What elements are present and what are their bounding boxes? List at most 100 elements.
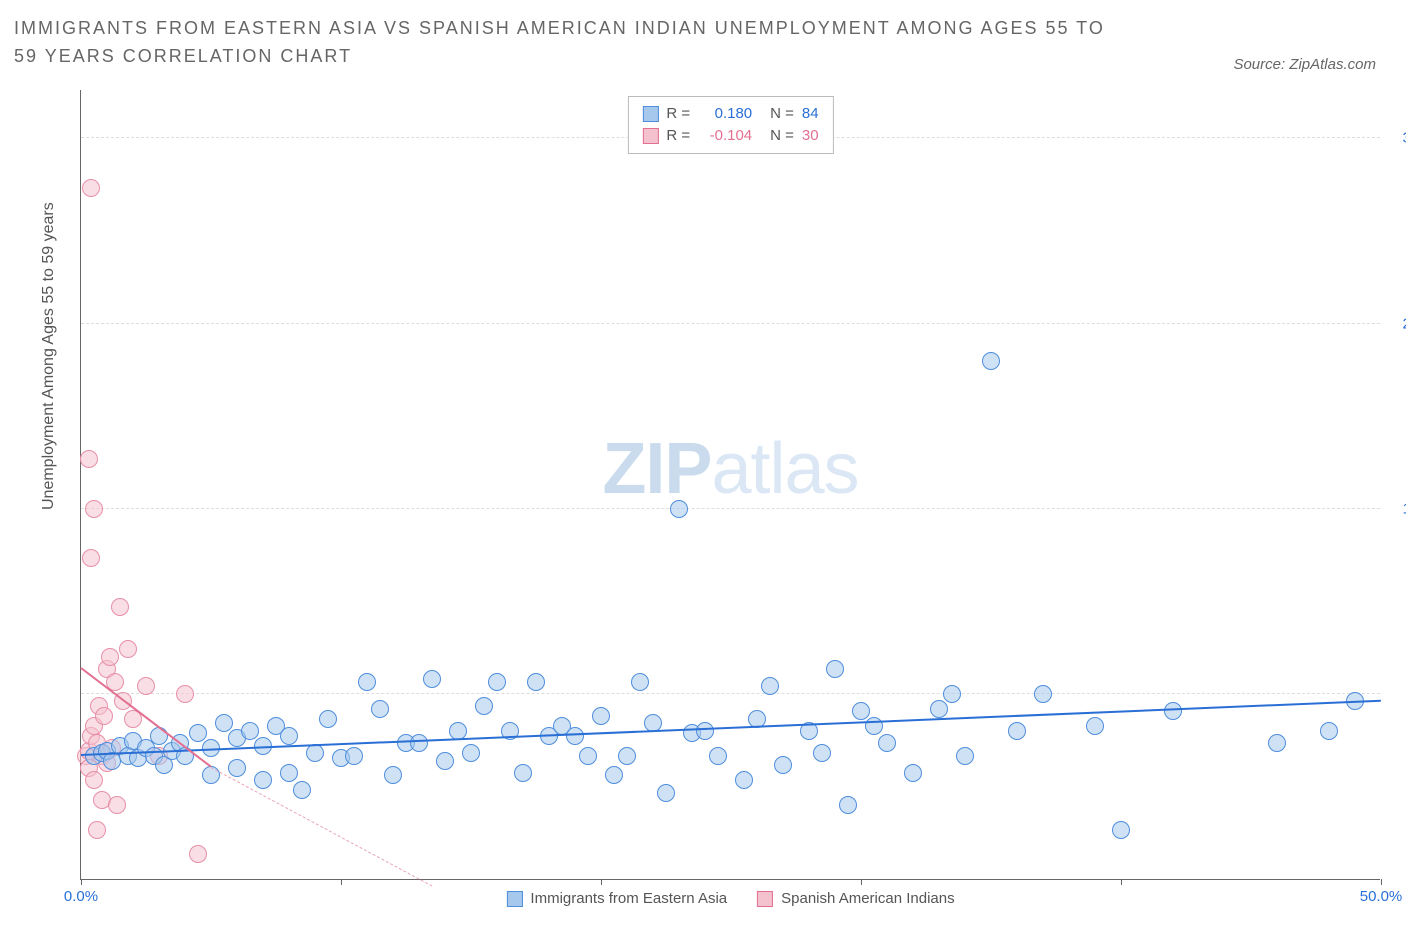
data-point	[943, 685, 961, 703]
data-point	[371, 700, 389, 718]
legend-r-value: -0.104	[698, 125, 752, 147]
data-point	[605, 766, 623, 784]
x-tick	[81, 879, 82, 885]
watermark-atlas: atlas	[711, 429, 858, 509]
data-point	[631, 673, 649, 691]
data-point	[839, 796, 857, 814]
data-point	[579, 747, 597, 765]
data-point	[137, 677, 155, 695]
data-point	[761, 677, 779, 695]
data-point	[1112, 821, 1130, 839]
data-point	[696, 722, 714, 740]
data-point	[878, 734, 896, 752]
data-point	[358, 673, 376, 691]
data-point	[101, 648, 119, 666]
x-tick	[1381, 879, 1382, 885]
data-point	[189, 724, 207, 742]
x-tick	[1121, 879, 1122, 885]
y-tick-label: 15.0%	[1402, 500, 1406, 517]
data-point	[410, 734, 428, 752]
legend-swatch	[506, 891, 522, 907]
legend-series-item: Spanish American Indians	[757, 890, 954, 907]
data-point	[280, 727, 298, 745]
x-tick	[341, 879, 342, 885]
data-point	[176, 685, 194, 703]
data-point	[670, 500, 688, 518]
data-point	[852, 702, 870, 720]
data-point	[95, 707, 113, 725]
chart-title: IMMIGRANTS FROM EASTERN ASIA VS SPANISH …	[14, 14, 1134, 70]
data-point	[735, 771, 753, 789]
data-point	[1268, 734, 1286, 752]
legend-r-label: R =	[666, 125, 690, 147]
x-tick	[861, 879, 862, 885]
gridline	[81, 323, 1380, 324]
data-point	[527, 673, 545, 691]
x-tick-label: 0.0%	[64, 888, 98, 905]
data-point	[293, 781, 311, 799]
data-point	[423, 670, 441, 688]
legend-series: Immigrants from Eastern Asia Spanish Amer…	[506, 890, 954, 907]
data-point	[1086, 717, 1104, 735]
legend-swatch	[642, 106, 658, 122]
y-axis-label: Unemployment Among Ages 55 to 59 years	[40, 202, 58, 510]
data-point	[826, 660, 844, 678]
data-point	[1320, 722, 1338, 740]
data-point	[1008, 722, 1026, 740]
gridline	[81, 508, 1380, 509]
legend-n-label: N =	[770, 103, 794, 125]
data-point	[956, 747, 974, 765]
data-point	[319, 710, 337, 728]
data-point	[774, 756, 792, 774]
data-point	[241, 722, 259, 740]
trend-line	[211, 767, 432, 886]
legend-r-label: R =	[666, 103, 690, 125]
legend-n-value: 30	[802, 125, 819, 147]
data-point	[119, 640, 137, 658]
data-point	[813, 744, 831, 762]
legend-n-label: N =	[770, 125, 794, 147]
legend-swatch	[642, 128, 658, 144]
legend-correlation: R = 0.180 N = 84 R = -0.104 N = 30	[627, 96, 833, 154]
data-point	[228, 759, 246, 777]
data-point	[88, 821, 106, 839]
chart-container: Unemployment Among Ages 55 to 59 years Z…	[50, 90, 1380, 910]
legend-series-label: Immigrants from Eastern Asia	[530, 890, 727, 907]
data-point	[657, 784, 675, 802]
data-point	[384, 766, 402, 784]
data-point	[592, 707, 610, 725]
source-attribution: Source: ZipAtlas.com	[1233, 56, 1376, 73]
data-point	[709, 747, 727, 765]
data-point	[475, 697, 493, 715]
y-tick-label: 30.0%	[1402, 130, 1406, 147]
data-point	[85, 500, 103, 518]
data-point	[82, 549, 100, 567]
data-point	[618, 747, 636, 765]
data-point	[982, 352, 1000, 370]
data-point	[280, 764, 298, 782]
data-point	[150, 727, 168, 745]
data-point	[1164, 702, 1182, 720]
data-point	[111, 598, 129, 616]
data-point	[1034, 685, 1052, 703]
data-point	[930, 700, 948, 718]
x-tick-label: 50.0%	[1360, 888, 1403, 905]
legend-r-value: 0.180	[698, 103, 752, 125]
data-point	[215, 714, 233, 732]
watermark: ZIPatlas	[602, 428, 858, 510]
data-point	[514, 764, 532, 782]
data-point	[202, 766, 220, 784]
legend-series-label: Spanish American Indians	[781, 890, 954, 907]
legend-n-value: 84	[802, 103, 819, 125]
x-tick	[601, 879, 602, 885]
legend-swatch	[757, 891, 773, 907]
data-point	[566, 727, 584, 745]
watermark-zip: ZIP	[602, 429, 711, 509]
data-point	[108, 796, 126, 814]
data-point	[436, 752, 454, 770]
data-point	[189, 845, 207, 863]
data-point	[462, 744, 480, 762]
gridline	[81, 693, 1380, 694]
plot-area: ZIPatlas R =0.180N =84R =-0.104N =30 Imm…	[80, 90, 1380, 880]
data-point	[80, 450, 98, 468]
